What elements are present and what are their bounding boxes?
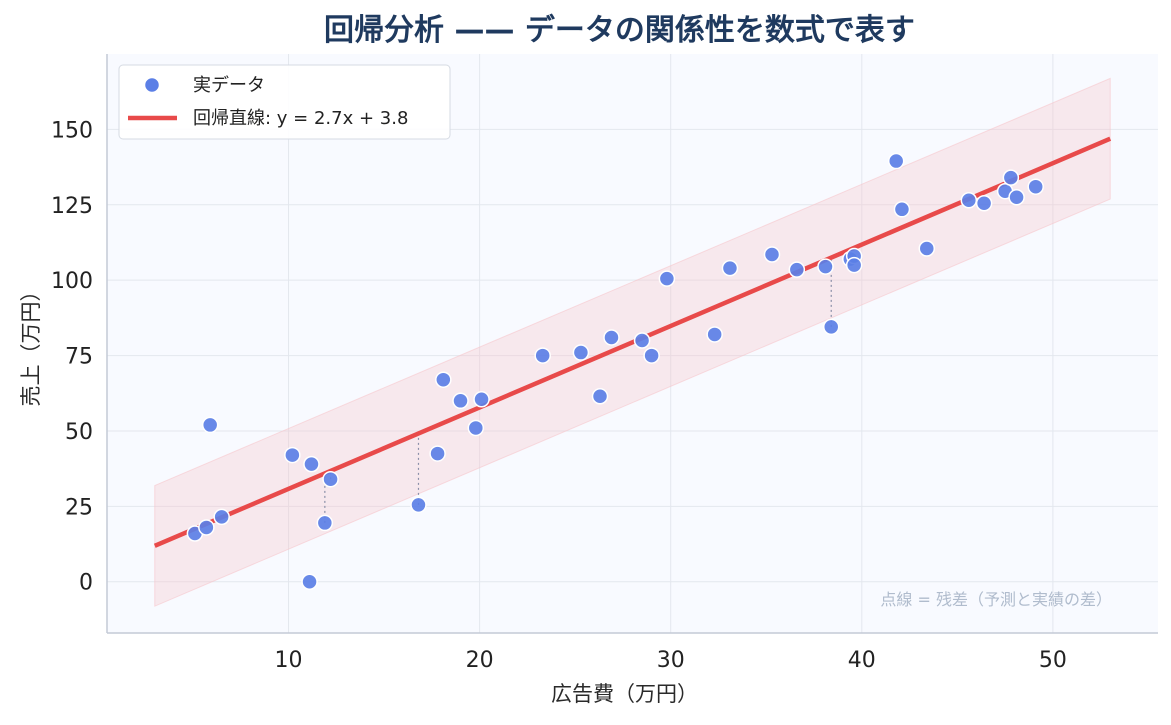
legend-label-line: 回帰直線: y = 2.7x + 3.8: [193, 108, 408, 129]
y-tick-label: 75: [65, 345, 93, 370]
data-point: [603, 329, 620, 346]
data-point: [435, 371, 452, 388]
legend-marker-points: [143, 76, 161, 94]
y-tick-label: 150: [51, 118, 93, 143]
data-point: [1002, 169, 1020, 186]
data-point: [788, 261, 806, 278]
data-points: [186, 152, 1044, 590]
data-point: [534, 347, 551, 364]
chart-title: 回帰分析 —— データの関係性を数式で表す: [324, 13, 915, 48]
data-point: [572, 344, 590, 361]
residual-annotation: 点線 = 残差（予測と実績の差）: [880, 590, 1112, 609]
x-axis-label: 広告費（万円）: [551, 682, 698, 706]
data-point: [467, 419, 485, 437]
data-point: [452, 392, 469, 410]
data-point: [822, 318, 840, 336]
data-point: [975, 195, 993, 212]
data-point: [1027, 178, 1044, 195]
data-point: [201, 416, 219, 434]
data-point: [1008, 188, 1025, 206]
data-point: [213, 508, 230, 526]
data-point: [643, 347, 660, 364]
data-point: [706, 326, 723, 343]
y-tick-label: 100: [51, 269, 93, 294]
data-point: [845, 256, 863, 274]
y-tick-label: 25: [65, 495, 93, 520]
y-tick-label: 125: [51, 194, 93, 219]
data-point: [763, 246, 781, 263]
data-point: [918, 240, 936, 257]
data-point: [301, 573, 318, 590]
legend-label-points: 実データ: [193, 75, 265, 96]
x-tick-label: 20: [466, 648, 494, 673]
data-point: [410, 496, 427, 514]
data-point: [960, 192, 978, 209]
data-point: [429, 445, 446, 462]
data-point: [658, 270, 676, 287]
x-tick-label: 50: [1039, 648, 1067, 673]
x-tick-label: 40: [848, 648, 876, 673]
data-point: [633, 332, 651, 349]
data-point: [198, 519, 215, 536]
data-point: [817, 258, 834, 275]
data-point: [473, 391, 490, 408]
data-point: [316, 514, 334, 532]
regression-line: [153, 136, 1112, 548]
legend-box: [118, 64, 451, 140]
data-point: [303, 455, 320, 473]
y-axis-label: 売上（万円）: [19, 281, 43, 407]
data-point: [591, 388, 609, 405]
y-tick-label: 50: [65, 420, 93, 445]
x-tick-label: 30: [657, 648, 685, 673]
y-tick-label: 0: [79, 571, 93, 596]
data-point: [284, 446, 301, 464]
data-point: [721, 259, 739, 277]
data-point: [893, 201, 911, 218]
data-point: [887, 152, 905, 170]
x-tick-label: 10: [275, 648, 303, 673]
data-point: [322, 470, 339, 488]
